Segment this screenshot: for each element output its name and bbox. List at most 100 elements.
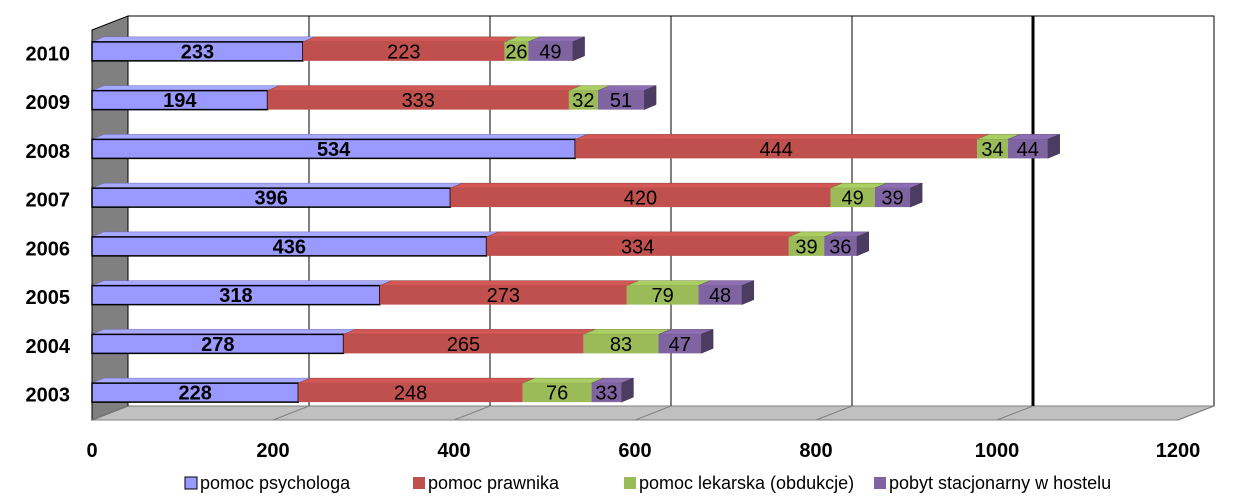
bar-segment	[267, 90, 569, 110]
bar-segment	[658, 334, 702, 354]
data-label: 333	[402, 90, 435, 112]
data-label: 420	[624, 188, 657, 210]
bar-row-2008: 534 444 34 44	[91, 134, 1060, 161]
bar-segment	[824, 236, 857, 256]
x-tick-label: 800	[799, 440, 832, 462]
floor-gridline-1000	[996, 405, 1034, 421]
data-label: 534	[317, 139, 351, 161]
legend-label: pomoc lekarska (obdukcje)	[639, 473, 854, 493]
data-label: 47	[669, 334, 691, 356]
y-tick-label: 2003	[26, 385, 71, 407]
bar-segment	[591, 383, 622, 403]
bar-segment	[568, 90, 598, 110]
data-label: 223	[387, 41, 420, 63]
data-label: 318	[219, 285, 252, 307]
legend-label: pomoc psychologa	[200, 473, 351, 493]
bar-segment	[522, 383, 592, 403]
data-label: 278	[201, 334, 234, 356]
x-tick-label: 600	[618, 440, 651, 462]
bar-segment	[597, 90, 645, 110]
bar-row-2005: 318 273 79 48	[91, 280, 755, 307]
bar-side	[1047, 134, 1060, 159]
legend-item: pobyt stacjonarny w hostelu	[874, 473, 1111, 493]
bar-segment	[302, 41, 505, 61]
data-label: 248	[394, 383, 427, 405]
floor-gridline-1200	[1177, 405, 1215, 421]
data-label: 39	[881, 188, 903, 210]
data-label: 51	[610, 90, 632, 112]
y-tick-label: 2005	[26, 287, 71, 309]
bar-segment	[575, 139, 978, 159]
floor-gridline-0	[91, 405, 129, 421]
data-label: 49	[539, 41, 561, 63]
bar-segment	[874, 188, 911, 208]
data-label: 36	[829, 236, 851, 258]
legend-swatch	[874, 477, 886, 489]
x-tick-label: 1200	[1156, 440, 1201, 462]
data-label: 44	[1017, 139, 1039, 161]
legend-swatch	[624, 477, 636, 489]
bar-segment	[379, 285, 627, 305]
bar-row-2010: 233 223 26 49	[91, 36, 585, 63]
bar-segment	[343, 334, 584, 354]
y-tick-label: 2006	[26, 238, 71, 260]
bar-segment	[626, 285, 699, 305]
bar-row-2007: 396 420 49 39	[91, 182, 923, 210]
x-tick-label: 0	[86, 440, 97, 462]
data-label: 273	[487, 285, 520, 307]
y-tick-label: 2010	[26, 43, 71, 65]
data-label: 76	[546, 383, 568, 405]
bar-segment	[830, 188, 875, 208]
data-label: 34	[981, 139, 1003, 161]
bar-row-2004: 278 265 83 47	[91, 329, 714, 356]
y-tick-label: 2004	[26, 336, 71, 358]
data-label: 265	[447, 334, 480, 356]
floor-gridline-400	[453, 405, 491, 421]
bar-row-2009: 194 333 32 51	[91, 85, 657, 112]
bar-row-2003: 228 248 76 33	[91, 377, 634, 405]
bar-segment	[504, 41, 529, 61]
data-label: 33	[595, 383, 617, 405]
bar-row-2006: 436 334 39 36	[91, 231, 869, 258]
data-label: 83	[610, 334, 632, 356]
legend: pomoc psychologa pomoc prawnika pomoc leka…	[184, 473, 1111, 493]
data-label: 194	[163, 90, 197, 112]
x-tick-label: 200	[256, 440, 289, 462]
bar-segment	[1007, 139, 1048, 159]
data-label: 39	[795, 236, 817, 258]
floor-gridline-600	[634, 405, 672, 421]
floor-gridline-200	[272, 405, 310, 421]
bar-segment	[977, 139, 1008, 159]
x-tick-label: 1000	[975, 440, 1020, 462]
data-label: 228	[178, 383, 211, 405]
data-label: 49	[842, 188, 864, 210]
floor-gridline-800	[815, 405, 853, 421]
legend-label: pomoc prawnika	[428, 473, 560, 493]
legend-item: pomoc psychologa	[184, 473, 351, 493]
chart-walls	[91, 15, 1215, 421]
bar-segment	[450, 188, 831, 208]
data-label: 48	[709, 285, 731, 307]
y-tick-label: 2007	[26, 190, 71, 212]
data-label: 436	[273, 236, 306, 258]
bar-segment	[486, 236, 789, 256]
data-label: 444	[759, 139, 792, 161]
legend-item: pomoc lekarska (obdukcje)	[624, 473, 854, 493]
y-tick-label: 2008	[26, 141, 71, 163]
data-label: 32	[572, 90, 594, 112]
bar-segment	[788, 236, 825, 256]
bar-segment	[298, 383, 523, 403]
y-axis-labels: 2010 2009 2008 2007 2006 2005 2004 2003	[26, 43, 71, 406]
data-label: 79	[651, 285, 673, 307]
data-label: 26	[505, 41, 527, 63]
data-label: 396	[255, 188, 288, 210]
bar-segment	[528, 41, 573, 61]
bar-segment	[698, 285, 742, 305]
y-tick-label: 2009	[26, 92, 71, 114]
legend-label: pobyt stacjonarny w hostelu	[889, 473, 1111, 493]
legend-swatch	[413, 477, 425, 489]
x-tick-label: 400	[437, 440, 470, 462]
bar-segment	[583, 334, 659, 354]
